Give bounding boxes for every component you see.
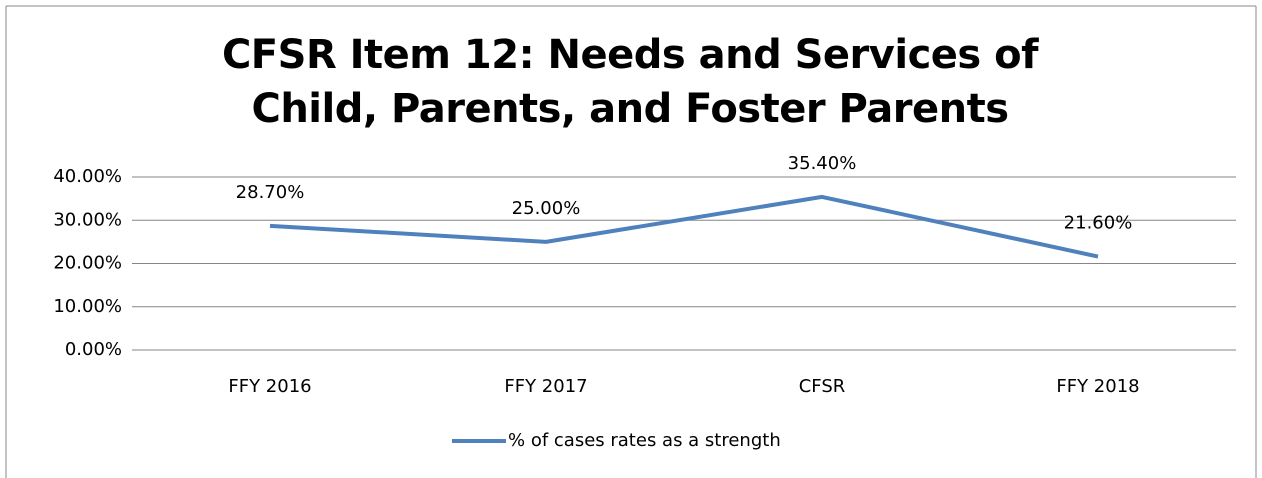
data-label: 28.70%	[236, 182, 305, 203]
y-tick-label: 40.00%	[53, 166, 122, 187]
data-label: 35.40%	[788, 153, 857, 174]
y-tick-label: 20.00%	[53, 253, 122, 274]
chart-title: CFSR Item 12: Needs and Services of Chil…	[221, 32, 1039, 132]
legend-label: % of cases rates as a strength	[508, 430, 781, 451]
data-label: 21.60%	[1064, 213, 1133, 234]
y-tick-label: 10.00%	[53, 296, 122, 317]
y-tick-label: 30.00%	[53, 209, 122, 230]
y-tick-label: 0.00%	[65, 339, 122, 360]
data-line	[269, 194, 1099, 259]
x-tick-label: FFY 2017	[504, 376, 587, 397]
x-tick-label: CFSR	[799, 376, 846, 397]
data-label: 25.00%	[512, 198, 581, 219]
x-tick-label: FFY 2018	[1056, 376, 1139, 397]
x-tick-label: FFY 2016	[228, 376, 311, 397]
